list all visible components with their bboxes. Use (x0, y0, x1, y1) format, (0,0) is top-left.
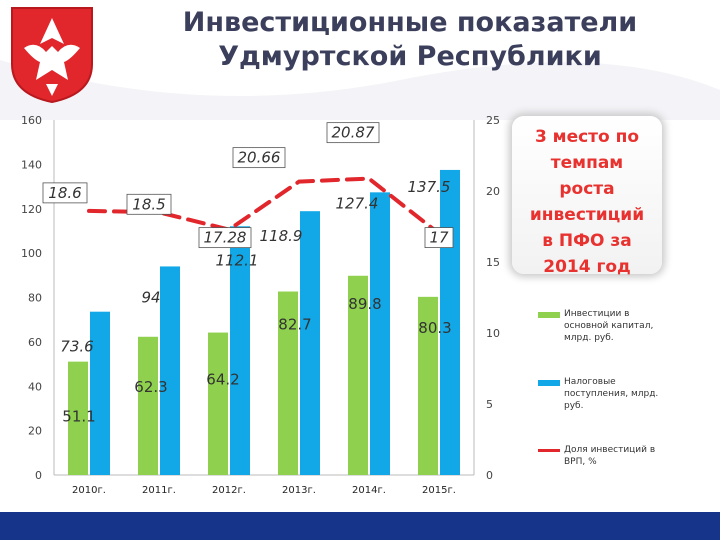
data-label-investment: 89.8 (348, 295, 381, 313)
page-title: Инвестиционные показатели Удмуртской Рес… (150, 6, 670, 74)
data-label-text: 20.87 (332, 124, 375, 142)
bar-investment (68, 361, 88, 475)
left-axis-tick-label: 60 (28, 336, 42, 349)
legend-swatch-investment (538, 312, 560, 318)
left-axis-tick-label: 120 (21, 203, 42, 216)
left-axis-tick-label: 160 (21, 114, 42, 127)
ranking-callout-text: 3 место по темпам роста инвестиций в ПФО… (512, 124, 662, 280)
data-label-tax-revenue: 73.6 (60, 338, 93, 356)
legend-label-taxes: Налоговые поступления, млрд. руб. (564, 377, 659, 411)
data-label-grp-share: 18.6 (42, 182, 88, 204)
data-label-box (326, 122, 380, 144)
bar-tax-revenue (90, 311, 110, 475)
data-label-tax-revenue: 94 (141, 288, 160, 306)
data-label-investment: 51.1 (62, 408, 95, 426)
left-axis-tick-label: 80 (28, 292, 42, 305)
callout-line: темпам (550, 153, 624, 173)
data-label-investment: 82.7 (278, 316, 311, 334)
data-label-investment: 62.3 (134, 378, 167, 396)
callout-line: роста (559, 179, 615, 199)
legend-label-grp-share: Доля инвестиций в ВРП, % (564, 445, 656, 467)
data-label-text: 17.28 (204, 229, 247, 247)
left-axis-tick-label: 100 (21, 247, 42, 260)
footer-bar (0, 512, 720, 540)
bar-investment (348, 275, 368, 475)
data-label-box (126, 193, 172, 215)
left-axis-tick-label: 0 (35, 469, 42, 482)
x-axis-tick-label: 2012г. (212, 485, 246, 496)
data-label-text: 18.5 (132, 195, 165, 213)
callout-line: 2014 год (543, 257, 631, 277)
bar-investment (278, 291, 298, 475)
left-axis-tick-label: 140 (21, 158, 42, 171)
bar-investment (208, 332, 228, 475)
data-label-tax-revenue: 127.4 (336, 194, 379, 212)
right-axis-tick-label: 10 (486, 327, 500, 340)
bar-tax-revenue (160, 266, 180, 475)
x-axis-tick-label: 2010г. (72, 485, 106, 496)
page-title-line-1: Инвестиционные показатели (182, 7, 638, 38)
bar-investment (138, 336, 158, 475)
data-label-grp-share: 20.87 (326, 122, 380, 144)
left-axis-tick-label: 20 (28, 425, 42, 438)
bar-tax-revenue (300, 211, 320, 476)
header-decoration (0, 60, 720, 120)
data-label-investment: 80.3 (418, 319, 451, 337)
right-axis-tick-label: 5 (486, 398, 493, 411)
data-label-investment: 64.2 (206, 371, 239, 389)
data-label-grp-share: 17 (424, 227, 454, 249)
ranking-callout: 3 место по темпам роста инвестиций в ПФО… (512, 116, 662, 277)
data-label-text: 17 (429, 229, 449, 247)
data-label-tax-revenue: 118.9 (260, 227, 303, 245)
x-axis-tick-label: 2015г. (422, 485, 456, 496)
data-label-box (232, 147, 286, 169)
x-axis-tick-label: 2011г. (142, 485, 176, 496)
page-title-line-2: Удмуртской Республики (218, 41, 602, 72)
bar-tax-revenue (230, 226, 250, 475)
data-label-grp-share: 20.66 (232, 147, 286, 169)
data-label-grp-share: 18.5 (126, 193, 172, 215)
data-label-box (424, 227, 454, 249)
data-label-text: 20.66 (238, 149, 281, 167)
data-label-grp-share: 17.28 (198, 227, 252, 249)
right-axis-tick-label: 25 (486, 114, 500, 127)
legend-swatch-grp-share (538, 449, 560, 452)
data-label-tax-revenue: 112.1 (216, 251, 259, 269)
legend-label-investment: Инвестиции в основной капитал, млрд. руб… (564, 309, 654, 343)
data-label-tax-revenue: 137.5 (408, 178, 451, 196)
udmurtia-coat-of-arms-icon (11, 7, 93, 104)
x-axis-tick-label: 2014г. (352, 485, 386, 496)
callout-line: инвестиций (529, 205, 645, 225)
data-label-box (42, 182, 88, 204)
data-label-box (198, 227, 252, 249)
left-axis-tick-label: 40 (28, 380, 42, 393)
data-label-text: 18.6 (48, 184, 81, 202)
legend-swatch-taxes (538, 380, 560, 386)
x-axis-tick-label: 2013г. (282, 485, 316, 496)
right-axis-tick-label: 20 (486, 185, 500, 198)
callout-line: 3 место по (534, 127, 640, 147)
right-axis-tick-label: 0 (486, 469, 493, 482)
bar-tax-revenue (370, 192, 390, 476)
right-axis-tick-label: 15 (486, 256, 500, 269)
callout-line: в ПФО за (542, 231, 632, 251)
bar-investment (418, 296, 438, 475)
